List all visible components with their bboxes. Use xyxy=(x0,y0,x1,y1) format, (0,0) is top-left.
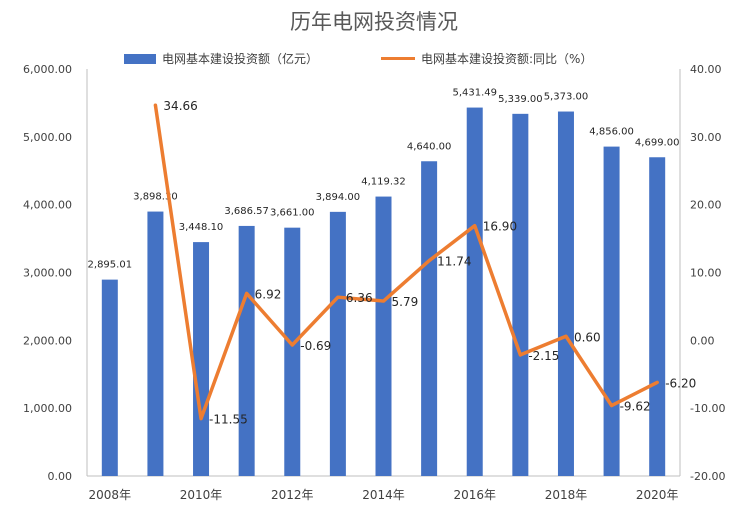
y-left-tick-label: 4,000.00 xyxy=(23,199,72,212)
legend: 电网基本建设投资额（亿元） 电网基本建设投资额:同比（%） xyxy=(0,50,748,70)
line-point xyxy=(290,343,294,347)
line-value-label: -2.15 xyxy=(528,349,559,363)
bar xyxy=(557,111,574,477)
bar-value-label: 3,898.30 xyxy=(133,192,178,203)
y-right-tick-label: 0.00 xyxy=(690,334,715,347)
line-point xyxy=(153,103,157,107)
bar-value-label: 4,119.32 xyxy=(361,177,406,188)
bar xyxy=(193,242,210,476)
y-right-tick-label: -10.00 xyxy=(690,402,725,415)
bar-value-label: 5,339.00 xyxy=(498,94,543,105)
y-right-tick-label: 30.00 xyxy=(690,131,722,144)
line-value-label: 6.36 xyxy=(346,291,373,305)
legend-swatch-bar xyxy=(124,53,156,64)
line-point xyxy=(336,295,340,299)
y-right-tick-label: 40.00 xyxy=(690,63,722,76)
bar-value-label: 5,431.49 xyxy=(452,88,497,99)
line-value-label: 0.60 xyxy=(574,330,601,344)
series-line xyxy=(153,103,659,421)
bar-value-label: 5,373.00 xyxy=(544,92,589,103)
line-value-label: -9.62 xyxy=(620,400,651,414)
y-left-tick-label: 2,000.00 xyxy=(23,334,72,347)
line-point xyxy=(382,299,385,303)
bar-value-label: 3,448.10 xyxy=(179,222,224,233)
line-point xyxy=(564,334,568,338)
y-right-tick-label: 10.00 xyxy=(690,267,722,280)
bar xyxy=(147,211,164,477)
line-value-label: 34.66 xyxy=(163,99,197,113)
bar xyxy=(375,196,392,476)
bar xyxy=(649,157,666,476)
line-point xyxy=(245,291,249,295)
line-value-label: -11.55 xyxy=(209,413,248,427)
y-left-tick-label: 0.00 xyxy=(48,470,73,483)
bar-value-label: 3,894.00 xyxy=(316,192,361,203)
line-value-label: 11.74 xyxy=(437,255,471,269)
y-left-tick-label: 1,000.00 xyxy=(23,402,72,415)
line-value-label: 16.90 xyxy=(483,220,517,234)
line-point xyxy=(473,224,477,228)
y-right-tick-label: 20.00 xyxy=(690,199,722,212)
y-left-tick-label: 5,000.00 xyxy=(23,131,72,144)
bar-value-label: 3,661.00 xyxy=(270,208,315,219)
bar xyxy=(284,227,301,476)
y-left-tick-label: 3,000.00 xyxy=(23,267,72,280)
legend-label-bar: 电网基本建设投资额（亿元） xyxy=(162,52,319,66)
bar-value-label: 4,699.00 xyxy=(635,137,680,148)
line-point xyxy=(199,417,203,421)
legend-item-line[interactable]: 电网基本建设投资额:同比（%） xyxy=(381,50,592,67)
bar xyxy=(603,146,620,477)
bar xyxy=(421,161,438,476)
bar xyxy=(466,107,483,476)
x-tick-label: 2018年 xyxy=(545,488,588,502)
x-tick-label: 2008年 xyxy=(89,488,132,502)
line-value-label: 5.79 xyxy=(392,295,419,309)
x-tick-label: 2010年 xyxy=(180,488,223,502)
line-value-label: 6.92 xyxy=(255,287,282,301)
x-tick-label: 2014年 xyxy=(362,488,405,502)
bar xyxy=(512,113,529,476)
line-value-label: -0.69 xyxy=(300,339,331,353)
bar-value-label: 4,856.00 xyxy=(589,127,634,138)
bar-value-label: 4,640.00 xyxy=(407,141,452,152)
x-tick-label: 2016年 xyxy=(453,488,496,502)
line-point xyxy=(518,353,522,357)
y-left-tick-label: 6,000.00 xyxy=(23,63,72,76)
legend-swatch-line xyxy=(381,57,415,60)
legend-item-bar[interactable]: 电网基本建设投资额（亿元） xyxy=(124,50,318,67)
x-tick-label: 2020年 xyxy=(636,488,679,502)
line-point xyxy=(610,404,614,408)
x-tick-label: 2012年 xyxy=(271,488,314,502)
bar-value-label: 3,686.57 xyxy=(224,206,269,217)
line-point xyxy=(427,259,431,263)
bar xyxy=(101,279,118,476)
bar xyxy=(238,225,255,476)
line-point xyxy=(655,380,659,384)
bar xyxy=(329,211,346,476)
chart-title: 历年电网投资情况 xyxy=(290,10,458,34)
line-value-label: -6.20 xyxy=(665,376,696,390)
bar-value-label: 2,895.01 xyxy=(88,260,133,271)
legend-label-line: 电网基本建设投资额:同比（%） xyxy=(421,52,593,66)
y-right-tick-label: -20.00 xyxy=(690,470,725,483)
